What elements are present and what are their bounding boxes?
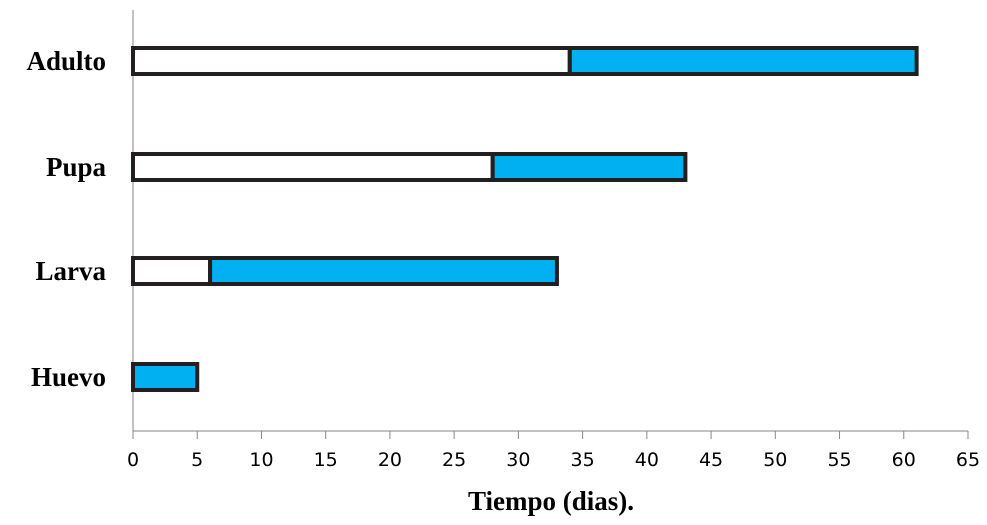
category-label: Larva (36, 256, 107, 286)
x-tick-label: 25 (442, 449, 466, 471)
x-axis-title: Tiempo (dias). (468, 486, 634, 516)
x-tick-label: 40 (635, 449, 659, 471)
bar-segment (131, 152, 495, 182)
x-tick-label: 50 (763, 449, 787, 471)
bar-segment (490, 152, 688, 182)
bar-segment (208, 256, 559, 286)
category-label: Huevo (31, 362, 106, 392)
x-tick-label: 10 (249, 449, 273, 471)
bar-segment (131, 362, 200, 392)
category-label: Adulto (26, 46, 106, 76)
bar-segment (131, 46, 572, 76)
x-tick-label: 30 (506, 449, 530, 471)
x-tick-label: 65 (956, 449, 980, 471)
x-tick-label: 5 (191, 449, 203, 471)
bar-segment (567, 46, 919, 76)
category-label: Pupa (46, 152, 107, 182)
bar-segment (131, 256, 213, 286)
x-tick-label: 60 (892, 449, 916, 471)
x-tick-label: 45 (699, 449, 723, 471)
x-tick-label: 15 (314, 449, 338, 471)
x-tick-label: 0 (127, 449, 139, 471)
x-tick-label: 35 (571, 449, 595, 471)
chart-marks: 0 5 10 15 20 25 30 35 40 45 50 55 60 65 Huevo Larva Pupa… (26, 10, 980, 471)
x-tick-label: 20 (378, 449, 402, 471)
x-tick-label: 55 (827, 449, 851, 471)
